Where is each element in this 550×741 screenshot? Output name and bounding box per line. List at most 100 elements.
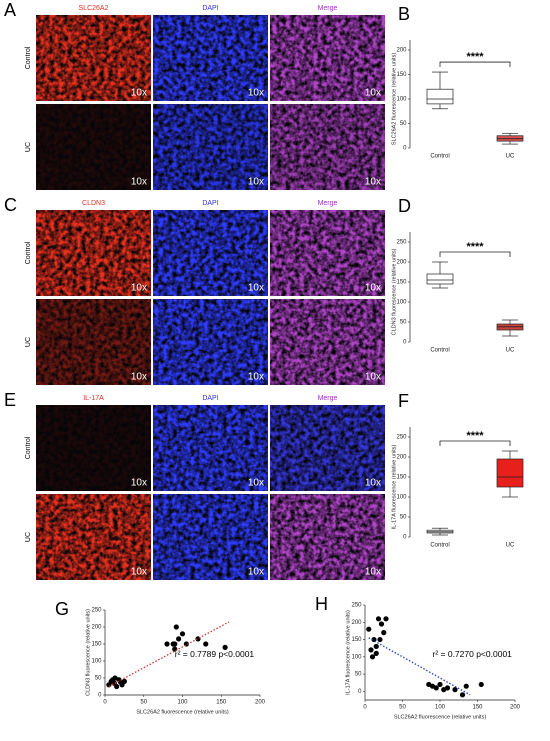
x-tick-label: 50 [140,700,147,706]
column-header: Merge [318,5,338,12]
y-axis-label: IL-17A fluorescence (relative units) [345,610,351,695]
point [373,643,379,650]
x-tick-label: Control [430,348,449,354]
magnification: 10x [365,478,381,489]
tissue-signal [36,210,151,296]
y-tick-label: 50 [400,121,407,127]
magnification: 10x [365,567,381,578]
significance: **** [466,51,484,63]
point [373,650,379,656]
magnification: 10x [365,177,381,188]
point [478,681,484,688]
point [112,675,118,681]
row-label: UC [25,142,32,152]
x-tick-label: UC [506,543,515,549]
y-tick-label: 50 [400,515,407,521]
point [203,641,209,647]
fit-line [108,621,230,688]
magnification: 10x [131,283,147,294]
tissue-signal [270,405,385,491]
box [496,458,524,488]
column-header: Merge [318,395,338,402]
significance: **** [466,430,484,442]
point [114,683,120,690]
x-axis-label: SLC26A2 fluorescence (relative units) [394,714,486,720]
y-axis-label: CLDN3 fluorescence (relative units) [391,248,397,335]
row-label: Control [25,436,32,459]
y-tick-label: 150 [351,637,362,643]
x-tick-label: 150 [472,705,483,711]
point [173,624,179,630]
significance-bracket [439,61,511,68]
column-header: DAPI [202,200,218,207]
point [368,647,374,653]
panel-letter: C [4,195,17,215]
y-tick-label: 50 [95,676,102,682]
x-tick-label: 0 [363,705,367,711]
x-tick-label: Control [430,154,449,160]
tissue-signal [270,104,385,190]
panel-letter: D [398,196,411,216]
y-tick-label: 200 [91,625,102,631]
point [377,636,383,643]
point [121,678,127,685]
magnification: 10x [365,283,381,294]
y-tick-label: 200 [396,455,407,461]
x-tick-label: 100 [177,700,188,706]
magnification: 10x [248,478,264,489]
row-label: Control [25,241,32,264]
y-tick-label: 0 [403,340,407,346]
box [426,273,454,285]
fit-line [368,637,471,696]
x-tick-label: UC [506,154,515,160]
column-header: DAPI [202,395,218,402]
magnification: 10x [131,88,147,99]
stat-annotation: r² = 0.7270 p<0.0001 [433,649,513,659]
column-header: SLC26A2 [79,5,109,12]
tissue-signal [36,15,151,101]
column-header: IL-17A [83,395,104,402]
point [444,685,451,691]
magnification: 10x [248,177,264,188]
panel-letter: G [55,599,69,619]
y-tick-label: 150 [396,475,407,481]
point [172,641,178,647]
x-tick-label: 200 [510,705,521,711]
point [381,630,387,636]
point [179,631,186,637]
significance-bracket [439,440,511,446]
y-tick-label: 200 [396,260,407,266]
point [369,654,376,660]
tissue-signal [153,494,268,580]
y-tick-label: 150 [396,72,407,78]
y-tick-label: 100 [351,654,362,660]
y-tick-label: 100 [396,495,407,501]
point [222,644,228,651]
magnification: 10x [248,88,264,99]
y-tick-label: 150 [91,642,102,648]
magnification: 10x [248,372,264,383]
y-axis-label: SLC26A2 fluorescence (relative units) [391,53,397,145]
magnification: 10x [131,567,147,578]
y-tick-label: 0 [98,693,102,699]
tissue-signal [153,15,268,101]
row-label: UC [25,337,32,347]
y-tick-label: 250 [396,435,407,441]
magnification: 10x [365,88,381,99]
point [433,685,439,691]
y-tick-label: 100 [396,97,407,103]
point [375,616,382,622]
y-axis-label: CLDN3 fluorescence (relative units) [85,609,91,696]
y-tick-label: 0 [358,689,362,695]
row-label: UC [25,532,32,542]
column-header: Merge [318,200,338,207]
tissue-signal [270,299,385,385]
y-tick-label: 50 [355,672,362,678]
point [459,692,466,698]
column-header: CLDN3 [82,200,105,207]
x-axis-label: SLC26A2 fluorescence (relative units) [136,709,228,715]
panel-letter: F [398,391,409,411]
x-tick-label: Control [430,543,449,549]
y-tick-label: 0 [403,146,407,152]
magnification: 10x [248,283,264,294]
